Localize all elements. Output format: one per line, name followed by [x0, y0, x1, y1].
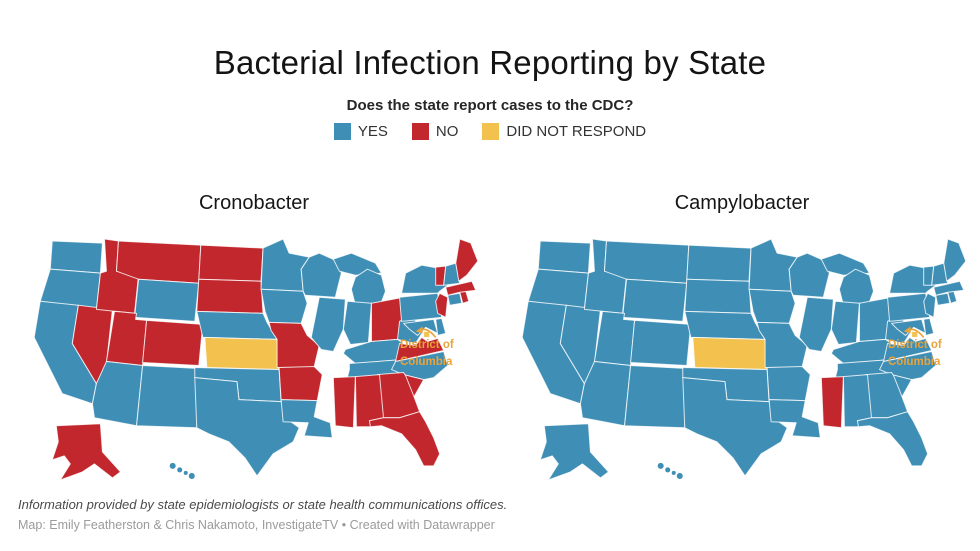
state-wy[interactable] [134, 278, 200, 322]
state-ia[interactable] [260, 288, 308, 324]
state-nc[interactable] [879, 350, 937, 381]
state-nm[interactable] [624, 365, 688, 429]
state-de[interactable] [435, 317, 447, 336]
page-title: Bacterial Infection Reporting by State [213, 44, 767, 82]
state-ms[interactable] [820, 376, 844, 429]
state-tx[interactable] [194, 377, 300, 477]
state-hi[interactable] [183, 470, 188, 475]
state-ne[interactable] [684, 310, 766, 340]
state-nh[interactable] [931, 262, 949, 286]
state-me[interactable] [943, 238, 967, 282]
state-sd[interactable] [196, 278, 264, 314]
state-in[interactable] [830, 300, 860, 345]
state-dc[interactable] [423, 330, 431, 338]
state-ut[interactable] [105, 310, 148, 367]
state-wy[interactable] [622, 278, 688, 322]
state-wa[interactable] [49, 240, 103, 274]
state-hi[interactable] [188, 472, 195, 479]
state-nh[interactable] [443, 262, 461, 286]
state-hi[interactable] [671, 470, 676, 475]
dc-callout-arrowhead-icon [415, 326, 423, 334]
map-panel-cronobacter: Cronobacter District of Columbia [28, 192, 480, 490]
dc-callout-arrowhead-icon [903, 326, 911, 334]
state-ct[interactable] [935, 292, 951, 306]
state-il[interactable] [310, 296, 346, 352]
legend-item-did-not-respond: DID NOT RESPOND [482, 123, 646, 140]
legend: Does the state report cases to the CDC? … [0, 97, 980, 140]
state-mi[interactable] [838, 268, 874, 308]
state-il[interactable] [798, 296, 834, 352]
state-me[interactable] [455, 238, 479, 282]
state-wa[interactable] [537, 240, 591, 274]
state-fl[interactable] [856, 411, 929, 467]
legend-label-did-not-respond: DID NOT RESPOND [506, 123, 647, 140]
map-panel-campylobacter: Campylobacter District of Columbia [516, 192, 968, 490]
state-co[interactable] [630, 319, 692, 367]
legend-swatch-no-icon [411, 123, 429, 140]
state-ma[interactable] [445, 280, 477, 296]
dc-annotation-cronobacter: District of Columbia [400, 339, 454, 368]
state-hi[interactable] [657, 462, 664, 469]
state-ar[interactable] [766, 366, 811, 402]
state-nd[interactable] [686, 244, 752, 282]
map-title-campylobacter: Campylobacter [674, 192, 810, 214]
state-la[interactable] [768, 399, 821, 439]
state-hi[interactable] [177, 467, 183, 473]
map-campylobacter: District of Columbia [516, 225, 968, 490]
state-ct[interactable] [447, 292, 463, 306]
legend-swatch-yes-icon [333, 123, 351, 140]
legend-label-yes: YES [357, 123, 388, 140]
state-wi[interactable] [788, 252, 830, 298]
footer: Information provided by state epidemiolo… [18, 497, 962, 532]
state-nm[interactable] [136, 365, 200, 429]
state-ks[interactable] [204, 336, 280, 371]
byline: Map: Emily Featherston & Chris Nakamoto,… [18, 518, 495, 532]
state-wi[interactable] [300, 252, 342, 298]
state-pa[interactable] [887, 292, 931, 322]
state-hi[interactable] [665, 467, 671, 473]
state-ar[interactable] [278, 366, 323, 402]
state-ut[interactable] [593, 310, 636, 367]
state-md[interactable] [403, 318, 439, 336]
state-ma[interactable] [933, 280, 965, 296]
state-hi[interactable] [676, 472, 683, 479]
legend-items: YES NO DID NOT RESPOND [0, 123, 980, 140]
state-nd[interactable] [198, 244, 264, 282]
state-dc[interactable] [911, 330, 919, 338]
state-pa[interactable] [399, 292, 443, 322]
state-ia[interactable] [748, 288, 796, 324]
map-title-cronobacter: Cronobacter [198, 192, 310, 214]
state-md[interactable] [891, 318, 927, 336]
us-map-cronobacter [33, 238, 479, 481]
state-fl[interactable] [368, 411, 441, 467]
state-nj[interactable] [435, 292, 449, 318]
legend-item-no: NO [411, 123, 459, 140]
state-sd[interactable] [684, 278, 752, 314]
state-nj[interactable] [923, 292, 937, 318]
state-de[interactable] [923, 317, 935, 336]
us-map-campylobacter [521, 238, 967, 481]
legend-swatch-did-not-respond-icon [482, 123, 500, 140]
state-hi[interactable] [169, 462, 176, 469]
state-co[interactable] [142, 319, 204, 367]
legend-item-yes: YES [333, 123, 388, 140]
state-ak[interactable] [539, 423, 609, 481]
state-nc[interactable] [391, 350, 449, 381]
state-ks[interactable] [692, 336, 768, 371]
state-tx[interactable] [682, 377, 788, 477]
state-mi[interactable] [350, 268, 386, 308]
map-cronobacter: District of Columbia [28, 225, 480, 490]
state-in[interactable] [342, 300, 372, 345]
dc-annotation-campylobacter: District of Columbia [888, 339, 942, 368]
state-ms[interactable] [332, 376, 356, 429]
state-la[interactable] [280, 399, 333, 439]
legend-label-no: NO [435, 123, 459, 140]
state-ak[interactable] [51, 423, 121, 481]
state-ne[interactable] [196, 310, 278, 340]
source-note: Information provided by state epidemiolo… [18, 497, 508, 512]
legend-question: Does the state report cases to the CDC? [346, 97, 634, 114]
